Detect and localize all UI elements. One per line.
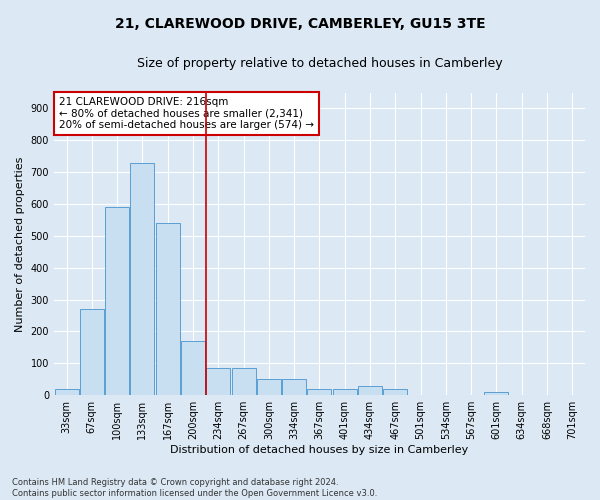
Bar — [130, 162, 154, 395]
Bar — [181, 341, 205, 395]
Bar — [358, 386, 382, 395]
Bar — [257, 380, 281, 395]
Text: Contains HM Land Registry data © Crown copyright and database right 2024.
Contai: Contains HM Land Registry data © Crown c… — [12, 478, 377, 498]
Bar — [383, 389, 407, 395]
Bar — [80, 309, 104, 395]
Bar — [232, 368, 256, 395]
Bar — [156, 223, 180, 395]
Y-axis label: Number of detached properties: Number of detached properties — [15, 156, 25, 332]
Bar — [282, 380, 306, 395]
Title: Size of property relative to detached houses in Camberley: Size of property relative to detached ho… — [137, 58, 502, 70]
Bar — [307, 389, 331, 395]
Bar — [206, 368, 230, 395]
Text: 21, CLAREWOOD DRIVE, CAMBERLEY, GU15 3TE: 21, CLAREWOOD DRIVE, CAMBERLEY, GU15 3TE — [115, 18, 485, 32]
X-axis label: Distribution of detached houses by size in Camberley: Distribution of detached houses by size … — [170, 445, 469, 455]
Bar — [333, 389, 357, 395]
Bar — [55, 389, 79, 395]
Text: 21 CLAREWOOD DRIVE: 216sqm
← 80% of detached houses are smaller (2,341)
20% of s: 21 CLAREWOOD DRIVE: 216sqm ← 80% of deta… — [59, 97, 314, 130]
Bar — [484, 392, 508, 395]
Bar — [105, 207, 129, 395]
